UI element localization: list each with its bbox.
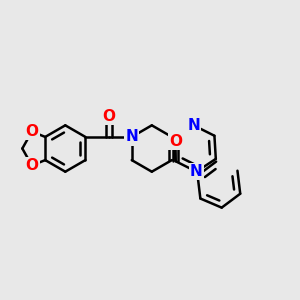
Text: O: O [25,124,38,139]
Text: N: N [187,118,200,133]
Text: N: N [125,129,138,144]
Text: O: O [25,158,38,173]
Text: N: N [125,129,138,144]
Text: O: O [169,134,182,149]
Text: N: N [190,164,203,179]
Text: O: O [102,109,115,124]
